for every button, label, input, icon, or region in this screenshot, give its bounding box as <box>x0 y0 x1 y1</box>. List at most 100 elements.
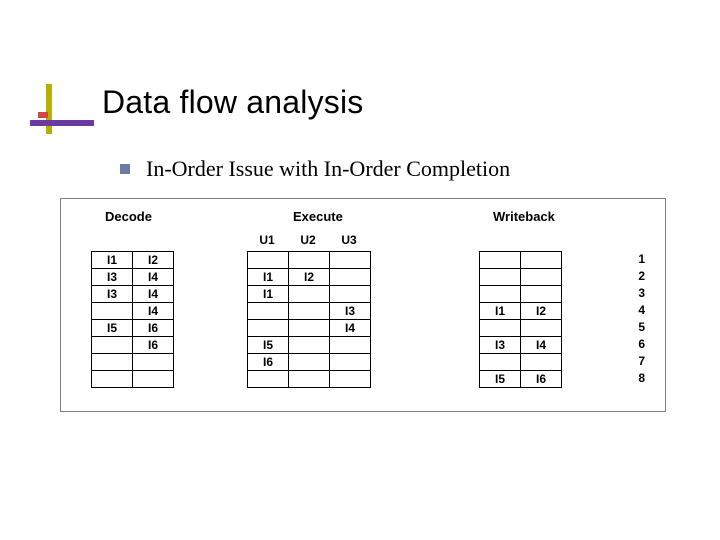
table-cell <box>289 303 330 320</box>
table-row: I3I4 <box>92 269 174 286</box>
table-cell: I6 <box>133 320 174 337</box>
table-cell: I5 <box>480 371 521 388</box>
table-cell <box>330 354 371 371</box>
table-cell: I3 <box>92 269 133 286</box>
table-cell: I6 <box>521 371 562 388</box>
table-cell: I1 <box>248 269 289 286</box>
table-row <box>92 371 174 388</box>
table-row: I5 <box>248 337 371 354</box>
table-cell: I2 <box>133 252 174 269</box>
table-row: I6 <box>92 337 174 354</box>
cycle-number: 8 <box>631 370 645 387</box>
table-cell: I3 <box>92 286 133 303</box>
table-cell <box>289 252 330 269</box>
table-cell <box>521 320 562 337</box>
table-row: I1I2 <box>248 269 371 286</box>
table-cell: I4 <box>133 286 174 303</box>
table-cell <box>480 252 521 269</box>
table-cell <box>248 371 289 388</box>
table-cell <box>248 303 289 320</box>
table-row: I1I2 <box>480 303 562 320</box>
table-cell <box>133 371 174 388</box>
table-cell <box>521 252 562 269</box>
page-title: Data flow analysis <box>102 84 364 121</box>
bullet-icon <box>120 164 130 174</box>
table-cell <box>480 286 521 303</box>
table-cell: I2 <box>289 269 330 286</box>
cycle-number: 3 <box>631 285 645 302</box>
table-cell: I4 <box>521 337 562 354</box>
table-row: I3I4 <box>92 286 174 303</box>
table-row: I1I2 <box>92 252 174 269</box>
table-row <box>480 354 562 371</box>
cycle-number: 5 <box>631 319 645 336</box>
table-cell: I1 <box>248 286 289 303</box>
slide: Data flow analysis In-Order Issue with I… <box>0 0 720 540</box>
cycle-number: 7 <box>631 353 645 370</box>
header-execute: Execute <box>293 209 343 224</box>
execute-tbody: I1I2I1 I3I4I5I6 <box>248 252 371 388</box>
table-row <box>92 354 174 371</box>
table-row: I5I6 <box>480 371 562 388</box>
table-row <box>248 371 371 388</box>
table-cell <box>330 286 371 303</box>
execute-table: I1I2I1 I3I4I5I6 <box>247 251 371 388</box>
table-row: I4 <box>248 320 371 337</box>
writeback-tbody: I1I2I3I4I5I6 <box>480 252 562 388</box>
cycle-number: 2 <box>631 268 645 285</box>
table-cell: I4 <box>133 269 174 286</box>
subhead-u3: U3 <box>329 233 369 247</box>
table-cell: I3 <box>330 303 371 320</box>
deco-horizontal <box>30 120 94 126</box>
table-row: I6 <box>248 354 371 371</box>
cycle-labels: 12345678 <box>631 251 645 387</box>
table-cell: I6 <box>133 337 174 354</box>
table-cell: I3 <box>480 337 521 354</box>
deco-vertical <box>46 84 52 134</box>
table-cell <box>289 354 330 371</box>
table-cell <box>289 337 330 354</box>
table-cell <box>330 337 371 354</box>
cycle-number: 6 <box>631 336 645 353</box>
table-cell <box>330 371 371 388</box>
table-row <box>480 269 562 286</box>
table-cell <box>133 354 174 371</box>
table-row <box>480 286 562 303</box>
table-cell <box>289 286 330 303</box>
cycle-number: 1 <box>631 251 645 268</box>
table-cell: I6 <box>248 354 289 371</box>
deco-accent <box>38 112 48 118</box>
writeback-table: I1I2I3I4I5I6 <box>479 251 562 388</box>
table-cell <box>92 303 133 320</box>
table-cell <box>289 371 330 388</box>
header-writeback: Writeback <box>493 209 555 224</box>
table-cell: I2 <box>521 303 562 320</box>
table-cell: I5 <box>248 337 289 354</box>
table-row: I1 <box>248 286 371 303</box>
pipeline-diagram: Decode Execute Writeback U1 U2 U3 I1I2I3… <box>60 198 666 412</box>
decode-tbody: I1I2I3I4I3I4I4I5I6I6 <box>92 252 174 388</box>
table-row <box>480 320 562 337</box>
decode-table: I1I2I3I4I3I4I4I5I6I6 <box>91 251 174 388</box>
table-row: I5I6 <box>92 320 174 337</box>
table-row: I3I4 <box>480 337 562 354</box>
table-cell <box>248 320 289 337</box>
subhead-u1: U1 <box>247 233 287 247</box>
bullet-row: In-Order Issue with In-Order Completion <box>120 156 510 182</box>
table-cell: I4 <box>133 303 174 320</box>
header-decode: Decode <box>105 209 152 224</box>
table-cell <box>92 371 133 388</box>
table-cell <box>521 269 562 286</box>
bullet-text: In-Order Issue with In-Order Completion <box>146 156 510 182</box>
table-cell <box>92 337 133 354</box>
table-row <box>248 252 371 269</box>
table-cell <box>330 252 371 269</box>
subhead-u2: U2 <box>288 233 328 247</box>
table-cell <box>248 252 289 269</box>
table-row: I4 <box>92 303 174 320</box>
table-cell <box>480 354 521 371</box>
table-cell: I1 <box>92 252 133 269</box>
table-cell <box>480 320 521 337</box>
table-cell <box>330 269 371 286</box>
table-cell: I1 <box>480 303 521 320</box>
